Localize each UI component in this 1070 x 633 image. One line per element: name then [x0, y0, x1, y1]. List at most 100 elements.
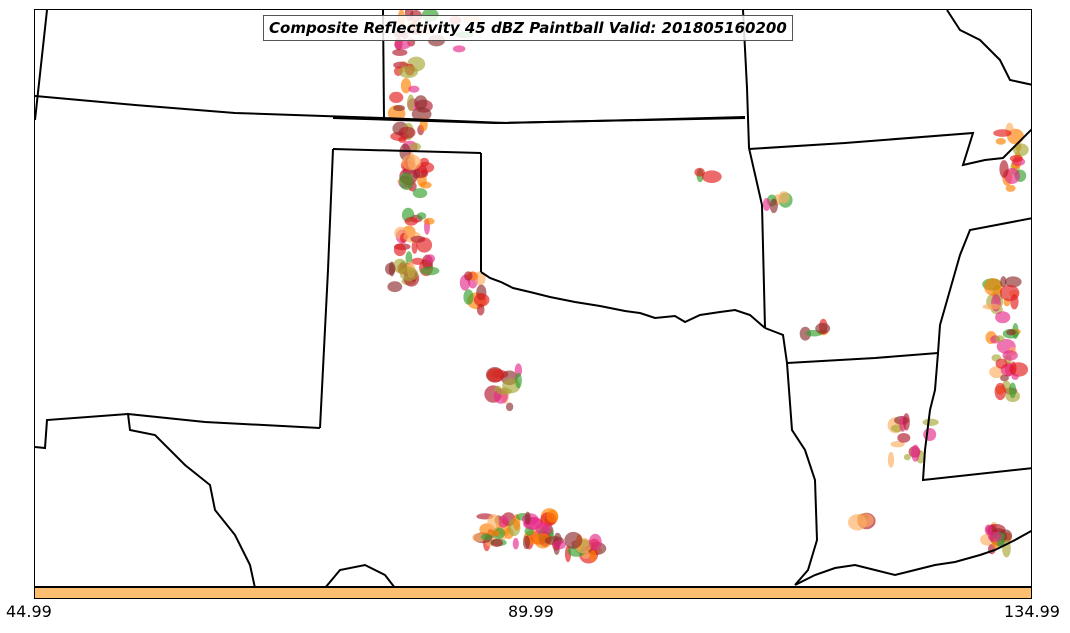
storm-blob	[515, 372, 522, 389]
storm-blob	[392, 49, 408, 56]
storm-blob	[887, 451, 895, 468]
storm-blob	[385, 262, 396, 275]
storm-blob	[398, 65, 419, 79]
map-panel	[34, 9, 1032, 587]
storm-blob	[398, 126, 416, 139]
northeast-border	[946, 10, 1031, 86]
storm-blob	[524, 511, 531, 525]
red-river	[480, 271, 766, 329]
storm-blob	[988, 531, 1002, 542]
storm-blob	[1010, 294, 1019, 310]
storm-blob	[903, 453, 911, 461]
storm-blob	[588, 533, 602, 551]
storm-blob	[473, 293, 490, 307]
storm-blob	[993, 129, 1012, 137]
storm-blob	[994, 382, 1006, 401]
map-title: Composite Reflectivity 45 dBZ Paintball …	[263, 15, 793, 41]
storm-blob	[389, 91, 404, 103]
storm-blob	[480, 533, 492, 541]
storm-blob	[410, 235, 426, 243]
storm-blob	[476, 303, 485, 316]
storm-blob	[1002, 350, 1018, 361]
storm-blob	[999, 160, 1009, 178]
storm-blob	[984, 524, 993, 536]
utah-border	[35, 10, 48, 121]
storm-blob	[994, 335, 1005, 342]
storm-blob	[409, 142, 421, 151]
storm-blob	[399, 172, 414, 190]
storm-blob	[1006, 329, 1016, 336]
storm-blob	[911, 444, 920, 462]
oklahoma-east-border	[742, 10, 766, 329]
storm-blob	[522, 535, 531, 550]
map-canvas	[35, 10, 1031, 586]
storm-blob	[552, 540, 566, 550]
storm-blob	[902, 413, 910, 431]
storm-blob	[1005, 184, 1016, 192]
storm-blob	[1000, 374, 1009, 382]
storm-blob	[1011, 373, 1019, 380]
storm-blob	[387, 281, 403, 293]
storm-blob	[505, 402, 514, 412]
new-mexico-east-border	[319, 148, 334, 429]
storm-blob	[995, 311, 1011, 324]
storm-blob	[922, 418, 939, 426]
storm-blob	[694, 167, 705, 177]
storm-blob	[412, 188, 428, 199]
storm-blob	[815, 323, 831, 334]
storm-blob	[989, 366, 1005, 379]
storm-blob	[414, 95, 428, 110]
storm-blob	[408, 85, 420, 93]
storm-blob	[1004, 276, 1022, 288]
storm-blob	[1000, 276, 1007, 288]
storm-blob	[487, 514, 500, 531]
storm-blob	[534, 533, 552, 549]
oklahoma-panhandle-border	[332, 148, 482, 154]
storm-blob	[411, 107, 432, 121]
storm-blob	[401, 154, 422, 171]
colorbar-tick-label: 44.99	[6, 602, 52, 621]
missouri-south-border	[748, 128, 1031, 167]
storm-blob	[701, 170, 722, 183]
mississippi-river	[921, 217, 1031, 482]
storm-blob	[982, 303, 1002, 310]
storm-blob	[535, 523, 553, 536]
storm-blob	[404, 216, 418, 226]
storm-blob	[419, 157, 429, 167]
storm-blob	[546, 509, 559, 523]
storm-blob	[564, 531, 583, 549]
storm-blob	[420, 266, 440, 276]
storm-blob	[995, 138, 1006, 145]
texas-east-border	[764, 327, 819, 586]
storm-blob	[423, 217, 435, 225]
storm-blob	[890, 441, 905, 448]
storm-blob	[1009, 382, 1017, 399]
colorbar-tick-label: 89.99	[508, 602, 554, 621]
storm-blob	[995, 358, 1008, 369]
paintball-storm-layer	[385, 10, 1029, 564]
storm-blob	[1009, 155, 1024, 162]
storm-blob	[393, 243, 406, 257]
storm-blob	[486, 368, 505, 383]
storm-blob	[923, 428, 937, 441]
storm-blob	[514, 363, 523, 378]
storm-blob	[497, 515, 509, 528]
storm-blob	[490, 538, 503, 548]
state-boundaries	[35, 10, 1031, 586]
storm-blob	[452, 45, 466, 53]
storm-blob	[425, 254, 435, 263]
storm-blob	[407, 94, 415, 112]
storm-blob	[1009, 362, 1029, 377]
storm-blob	[857, 513, 874, 528]
storm-blob	[496, 387, 512, 395]
arkansas-south-border	[786, 352, 939, 364]
storm-blob	[399, 267, 419, 282]
storm-blob	[589, 550, 597, 562]
storm-blob	[393, 104, 405, 112]
storm-blob	[762, 198, 771, 211]
storm-blob	[512, 537, 519, 550]
storm-blob	[394, 40, 411, 50]
arizona-mexico-border	[35, 413, 129, 450]
storm-blob	[464, 271, 473, 281]
storm-blob	[799, 326, 811, 341]
